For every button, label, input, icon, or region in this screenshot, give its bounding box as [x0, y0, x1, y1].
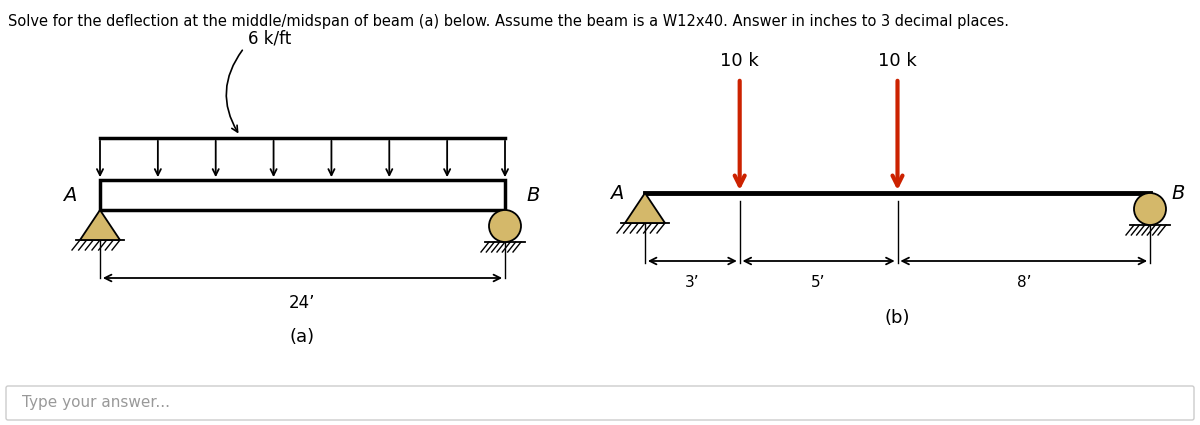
- Text: 10 k: 10 k: [720, 52, 760, 70]
- Text: 8’: 8’: [1016, 275, 1031, 290]
- Bar: [100, 180, 505, 210]
- Text: Type your answer...: Type your answer...: [22, 395, 170, 410]
- Text: Solve for the deflection at the middle/midspan of beam (a) below. Assume the bea: Solve for the deflection at the middle/m…: [8, 14, 1009, 29]
- Text: 24’: 24’: [289, 294, 316, 312]
- Text: B: B: [527, 185, 540, 204]
- Text: 10 k: 10 k: [878, 52, 917, 70]
- Text: 3’: 3’: [685, 275, 700, 290]
- Text: B: B: [1171, 184, 1184, 202]
- Polygon shape: [625, 193, 665, 223]
- Text: 6 k/ft: 6 k/ft: [248, 29, 292, 47]
- Polygon shape: [80, 210, 120, 240]
- Text: A: A: [64, 185, 77, 204]
- Circle shape: [490, 210, 521, 242]
- Text: 5’: 5’: [811, 275, 826, 290]
- Text: A: A: [611, 184, 624, 202]
- Text: (a): (a): [290, 328, 316, 346]
- FancyBboxPatch shape: [6, 386, 1194, 420]
- Circle shape: [1134, 193, 1166, 225]
- Text: (b): (b): [884, 309, 911, 327]
